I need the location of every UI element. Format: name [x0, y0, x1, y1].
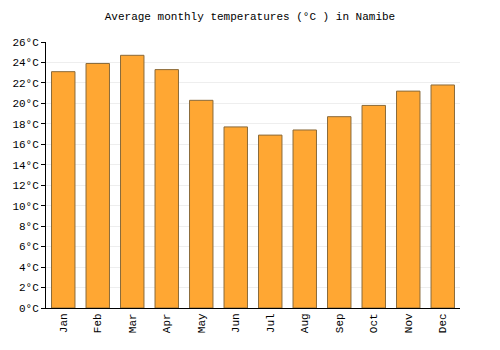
svg-text:Sep: Sep [334, 313, 346, 333]
svg-text:Nov: Nov [403, 313, 415, 333]
svg-text:May: May [196, 313, 208, 333]
svg-text:2°C: 2°C [19, 282, 39, 294]
svg-text:22°C: 22°C [12, 78, 39, 90]
svg-text:14°C: 14°C [12, 160, 39, 172]
svg-text:Jul: Jul [265, 313, 277, 333]
svg-text:Jun: Jun [230, 313, 242, 333]
svg-text:Feb: Feb [92, 313, 104, 333]
svg-text:16°C: 16°C [12, 139, 39, 151]
svg-text:26°C: 26°C [12, 37, 39, 49]
svg-text:6°C: 6°C [19, 241, 39, 253]
svg-text:Mar: Mar [127, 313, 139, 333]
svg-text:Dec: Dec [437, 313, 449, 333]
svg-text:20°C: 20°C [12, 98, 39, 110]
svg-text:8°C: 8°C [19, 221, 39, 233]
svg-text:4°C: 4°C [19, 262, 39, 274]
svg-text:Average monthly temperatures (: Average monthly temperatures (°C ) in Na… [105, 11, 395, 23]
svg-text:24°C: 24°C [12, 57, 39, 69]
svg-text:18°C: 18°C [12, 119, 39, 131]
svg-text:0°C: 0°C [19, 303, 39, 315]
svg-text:Jan: Jan [58, 313, 70, 333]
svg-text:10°C: 10°C [12, 201, 39, 213]
svg-text:12°C: 12°C [12, 180, 39, 192]
svg-text:Apr: Apr [161, 313, 173, 333]
svg-text:Oct: Oct [368, 313, 380, 333]
svg-text:Aug: Aug [299, 313, 311, 333]
